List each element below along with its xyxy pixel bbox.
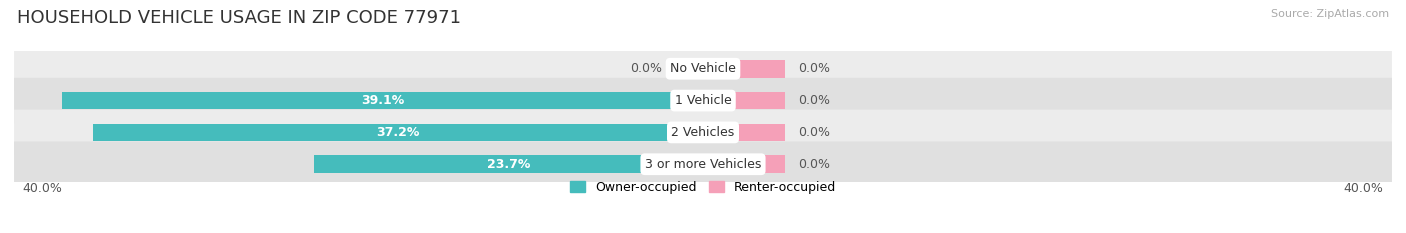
Text: Source: ZipAtlas.com: Source: ZipAtlas.com — [1271, 9, 1389, 19]
FancyBboxPatch shape — [14, 46, 1392, 92]
Text: 3 or more Vehicles: 3 or more Vehicles — [645, 158, 761, 171]
FancyBboxPatch shape — [14, 78, 1392, 123]
Text: 40.0%: 40.0% — [1344, 182, 1384, 195]
Text: HOUSEHOLD VEHICLE USAGE IN ZIP CODE 77971: HOUSEHOLD VEHICLE USAGE IN ZIP CODE 7797… — [17, 9, 461, 27]
Bar — [703, 92, 785, 109]
Bar — [703, 60, 785, 78]
Text: 1 Vehicle: 1 Vehicle — [675, 94, 731, 107]
Text: No Vehicle: No Vehicle — [671, 62, 735, 75]
Text: 2 Vehicles: 2 Vehicles — [672, 126, 734, 139]
Text: 0.0%: 0.0% — [799, 126, 830, 139]
FancyBboxPatch shape — [14, 110, 1392, 155]
Legend: Owner-occupied, Renter-occupied: Owner-occupied, Renter-occupied — [565, 176, 841, 199]
Bar — [93, 124, 703, 141]
Text: 0.0%: 0.0% — [799, 158, 830, 171]
Text: 0.0%: 0.0% — [799, 62, 830, 75]
Bar — [703, 124, 785, 141]
Text: 0.0%: 0.0% — [799, 94, 830, 107]
Bar — [62, 92, 703, 109]
Text: 0.0%: 0.0% — [630, 62, 662, 75]
Text: 23.7%: 23.7% — [486, 158, 530, 171]
Bar — [315, 155, 703, 173]
Text: 39.1%: 39.1% — [361, 94, 404, 107]
Text: 37.2%: 37.2% — [377, 126, 419, 139]
FancyBboxPatch shape — [14, 141, 1392, 187]
Bar — [678, 60, 703, 78]
Text: 40.0%: 40.0% — [22, 182, 62, 195]
Bar — [703, 155, 785, 173]
